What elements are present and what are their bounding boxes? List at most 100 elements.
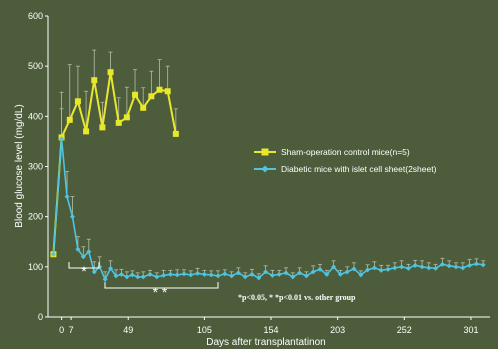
diabetic-point (297, 270, 303, 276)
diabetic-point (405, 265, 411, 271)
diabetic-point (195, 270, 201, 276)
diabetic-point (188, 272, 194, 278)
diabetic-point (181, 271, 187, 277)
diabetic-point (174, 272, 180, 278)
diabetic-point (365, 267, 371, 273)
y-tick-label: 100 (28, 262, 43, 272)
diabetic-point (91, 269, 97, 275)
diabetic-point (324, 271, 330, 277)
sham-point (115, 119, 122, 126)
diabetic-point (108, 265, 114, 271)
sham-point (156, 86, 163, 93)
diabetic-point (59, 136, 65, 142)
diabetic-point (426, 265, 432, 271)
diabetic-point (399, 264, 405, 270)
bracket-single (68, 262, 100, 269)
sham-point (99, 124, 106, 131)
sham-point (83, 128, 90, 135)
x-tick-labels: 0 7 49 105 154 203 252 301 (59, 317, 478, 335)
x-tick-label: 203 (330, 325, 345, 335)
x-tick-label: 49 (123, 325, 133, 335)
x-tick-label: 301 (463, 325, 478, 335)
y-tick-label: 200 (28, 212, 43, 222)
sham-point (107, 69, 114, 76)
diabetic-point (269, 272, 275, 278)
y-axis-title: Blood glucose level (mg/dL) (14, 104, 25, 227)
diabetic-point (467, 262, 473, 268)
diabetic-point (135, 274, 141, 280)
diabetic-point (69, 214, 75, 220)
diabetic-point (351, 266, 357, 272)
diabetic-point (154, 274, 160, 280)
diabetic-point (208, 272, 214, 278)
diabetic-point (290, 274, 296, 280)
diabetic-point (161, 272, 167, 278)
x-tick-label: 0 (59, 325, 64, 335)
diabetic-point (75, 246, 81, 252)
diabetic-point (249, 271, 255, 277)
star-double: * * (153, 284, 168, 300)
sham-point (164, 88, 171, 95)
diabetic-point (222, 271, 228, 277)
sham-point (148, 93, 155, 100)
sham-point (123, 114, 130, 121)
diabetic-point (263, 269, 269, 275)
diabetic-point (310, 269, 316, 275)
sham-point (132, 91, 139, 98)
sham-point (91, 77, 98, 84)
diabetic-point (235, 270, 241, 276)
legend-diabetic-label: Diabetic mice with islet cell sheet(2she… (281, 164, 437, 174)
diabetic-point (102, 276, 108, 282)
diabetic-point (201, 271, 207, 277)
y-tick-label: 500 (28, 61, 43, 71)
legend-sham-marker (261, 148, 269, 156)
x-tick-label: 105 (197, 325, 212, 335)
diabetic-series (50, 136, 486, 282)
diabetic-point (344, 269, 350, 275)
x-axis-title: Days after transplantatinon (206, 337, 326, 348)
diabetic-point (140, 274, 146, 280)
diabetic-point (419, 264, 425, 270)
bracket-double (104, 282, 219, 289)
diabetic-point (473, 261, 479, 267)
y-tick-label: 400 (28, 111, 43, 121)
star-single: * (81, 263, 87, 279)
significance-note: *p<0.05, * *p<0.01 vs. other group (238, 293, 356, 302)
diabetic-point (113, 273, 119, 279)
sham-point (66, 116, 73, 123)
diabetic-point (242, 274, 248, 280)
y-tick-label: 600 (28, 11, 43, 21)
diabetic-point (433, 265, 439, 271)
diabetic-point (385, 266, 391, 272)
diabetic-point (64, 194, 70, 200)
diabetic-point (446, 263, 452, 269)
legend-diabetic-marker (261, 165, 269, 173)
diabetic-point (480, 262, 486, 268)
x-tick-label: 7 (69, 325, 74, 335)
diabetic-point (358, 272, 364, 278)
diabetic-point (371, 265, 377, 271)
diabetic-point (86, 249, 92, 255)
diabetic-point (412, 262, 418, 268)
legend-sham-label: Sham-operation control mice(n=5) (281, 147, 410, 157)
diabetic-point (118, 271, 124, 277)
diabetic-point (317, 266, 323, 272)
diabetic-point (283, 270, 289, 276)
x-tick-label: 154 (264, 325, 279, 335)
diabetic-point (229, 273, 235, 279)
sham-point (74, 98, 81, 105)
sham-error-bars (59, 49, 178, 138)
sham-point (172, 130, 179, 137)
diabetic-point (147, 271, 153, 277)
sham-point (140, 104, 147, 111)
diabetic-point (167, 271, 173, 277)
sham-line (52, 72, 177, 255)
diabetic-point (215, 273, 221, 279)
significance-brackets (68, 262, 219, 289)
diabetic-point (378, 267, 384, 273)
diabetic-point (50, 251, 56, 257)
diabetic-point (124, 274, 130, 280)
diabetic-point (256, 275, 262, 281)
y-tick-labels: 0 100 200 300 400 500 600 (28, 11, 48, 322)
